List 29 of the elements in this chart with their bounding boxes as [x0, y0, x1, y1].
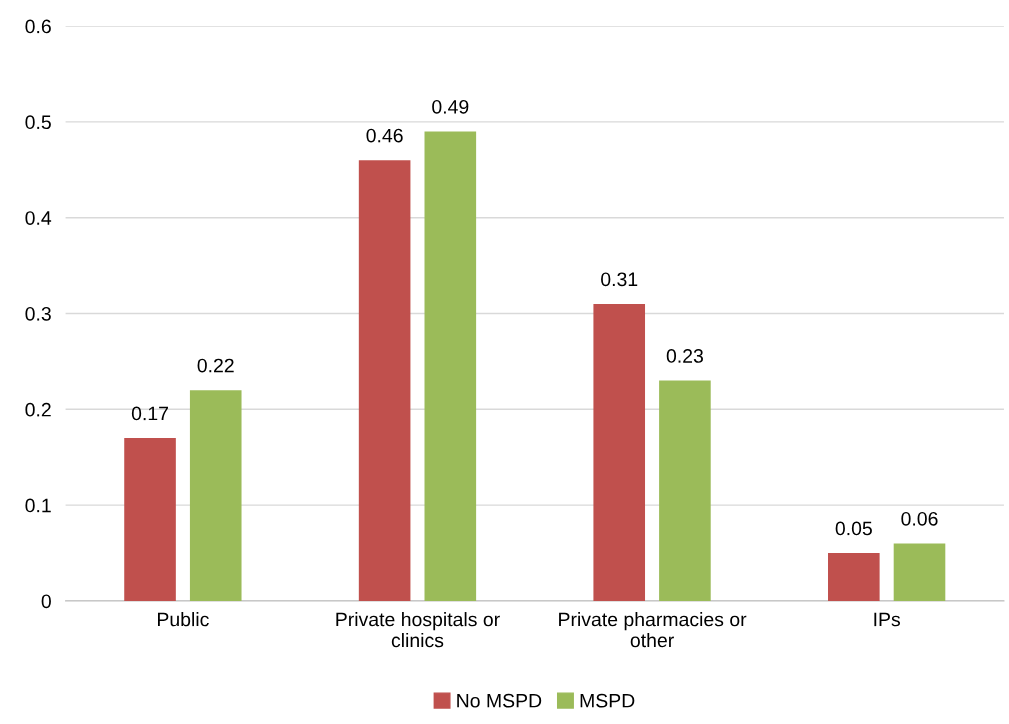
- bar: [424, 131, 477, 601]
- x-tick-label: Public: [158, 612, 209, 627]
- y-tick-label: 0.2: [25, 402, 51, 417]
- y-tick-label: 0.4: [25, 211, 52, 225]
- y-tick-label: 0.6: [25, 19, 51, 34]
- y-tick-label: 0.3: [25, 306, 51, 321]
- x-tick-label: IPs: [874, 612, 900, 627]
- bar: [358, 160, 411, 601]
- y-tick-label: 0.1: [25, 498, 51, 513]
- data-label: 0.22: [197, 358, 234, 373]
- bar: [659, 380, 711, 601]
- data-label: 0.23: [666, 349, 703, 363]
- bar: [189, 390, 242, 601]
- x-tick-label: Private hospitals or clinics: [336, 612, 500, 648]
- bar: [893, 543, 946, 601]
- data-label: 0.05: [835, 521, 872, 536]
- data-label: 0.49: [432, 99, 469, 114]
- data-label: 0.31: [601, 272, 638, 287]
- bar: [124, 438, 176, 601]
- data-label: 0.06: [901, 511, 938, 526]
- x-tick-label: Private pharmacies or other: [559, 612, 747, 648]
- bar: [593, 303, 646, 601]
- legend-label: No MSPD: [457, 693, 542, 708]
- legend-label: MSPD: [580, 693, 635, 708]
- data-label: 0.46: [366, 128, 403, 143]
- data-label: 0.17: [131, 406, 168, 421]
- y-tick-label: 0.5: [25, 115, 51, 130]
- bar: [828, 553, 880, 601]
- y-tick-label: 0: [41, 594, 51, 609]
